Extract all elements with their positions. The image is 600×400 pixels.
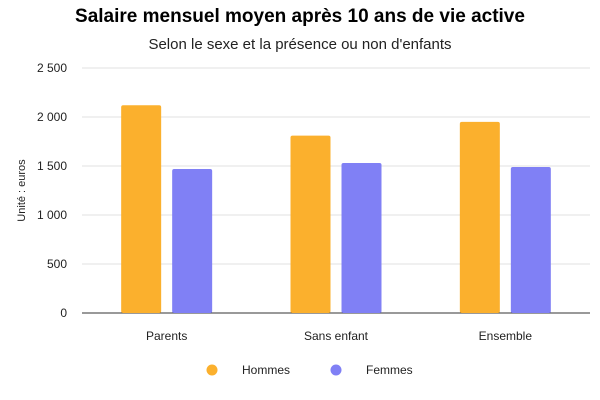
legend-label: Femmes: [366, 363, 413, 377]
y-tick-label: 0: [60, 306, 67, 320]
x-tick-label: Ensemble: [479, 329, 533, 343]
legend-marker: [331, 365, 342, 376]
legend: Hommes Femmes: [207, 363, 413, 377]
x-tick-label: Parents: [146, 329, 187, 343]
bar-hommes-2: [460, 122, 500, 313]
y-tick-label: 500: [47, 257, 67, 271]
x-tick-label: Sans enfant: [304, 329, 369, 343]
bar-hommes-0: [121, 105, 161, 313]
bar-femmes-1: [342, 163, 382, 313]
legend-marker: [207, 365, 218, 376]
bar-chart: 0 500 1 000 1 500 2 000 2 500 Unité : euros P…: [0, 0, 600, 400]
y-tick-label: 1 500: [37, 159, 67, 173]
bar-hommes-1: [291, 136, 331, 313]
y-tick-label: 2 000: [37, 110, 67, 124]
bar-femmes-2: [511, 167, 551, 313]
y-tick-label: 2 500: [37, 61, 67, 75]
y-axis-label: Unité : euros: [16, 159, 28, 222]
bars: [121, 105, 551, 313]
x-axis-ticks: Parents Sans enfant Ensemble: [146, 329, 532, 343]
y-axis-ticks: 0 500 1 000 1 500 2 000 2 500: [37, 61, 67, 320]
y-tick-label: 1 000: [37, 208, 67, 222]
legend-label: Hommes: [242, 363, 290, 377]
bar-femmes-0: [172, 169, 212, 313]
